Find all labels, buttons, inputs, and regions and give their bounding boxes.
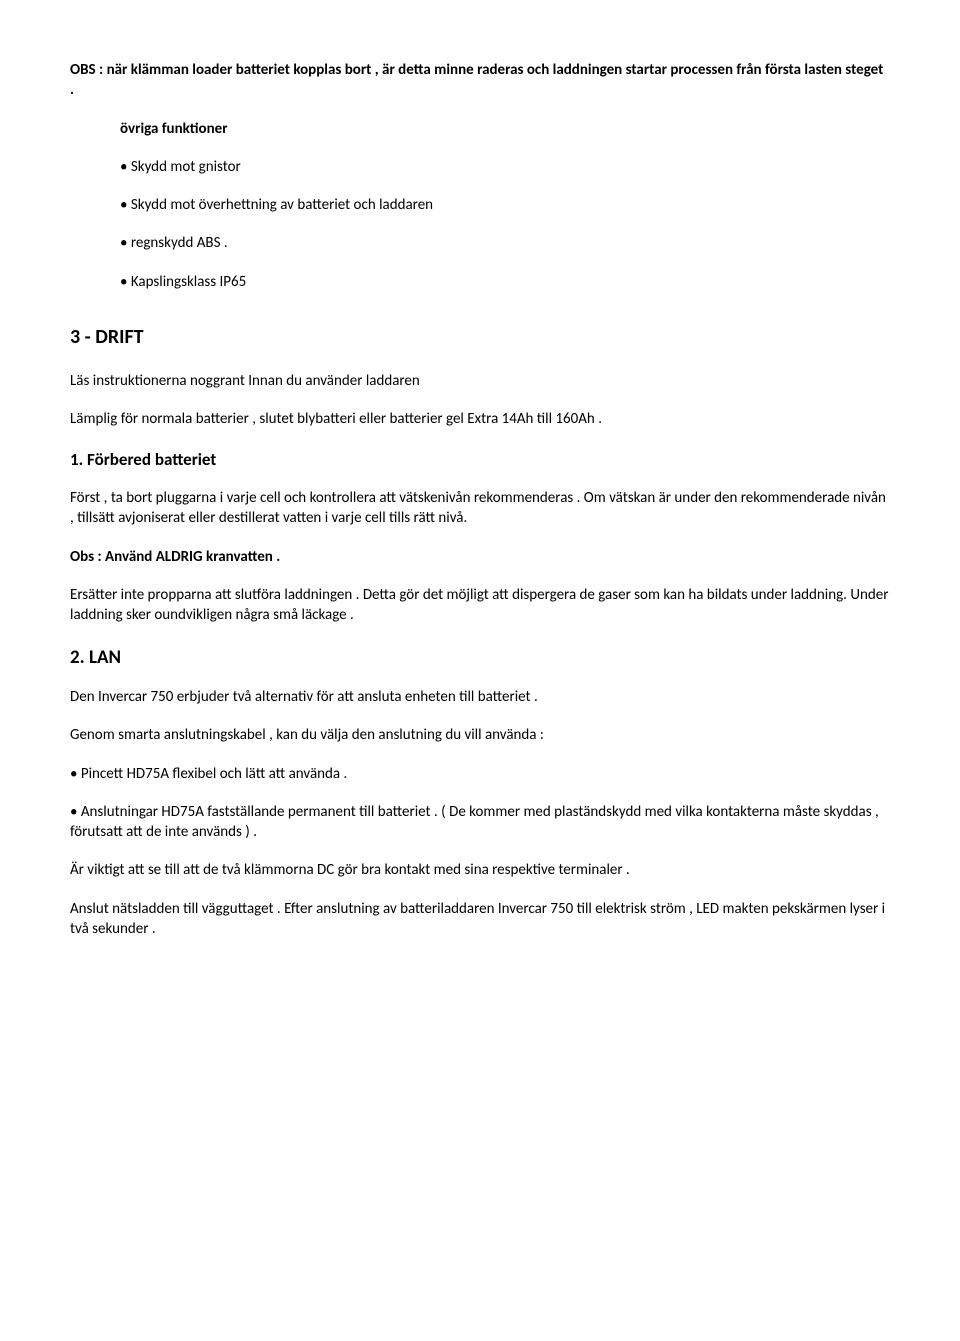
sub2-p2: Genom smarta anslutningskabel , kan du v… <box>70 725 890 745</box>
sub2-p1: Den Invercar 750 erbjuder två alternativ… <box>70 687 890 707</box>
sub2-b1: • Pincett HD75A flexibel och lätt att an… <box>70 764 890 784</box>
sub1-p1: Först , ta bort pluggarna i varje cell o… <box>70 488 890 529</box>
sub1-p3: Ersätter inte propparna att slutföra lad… <box>70 585 890 626</box>
bullet-spark: • Skydd mot gnistor <box>120 157 890 177</box>
sub2-p3: Är viktigt att se till att de två klämmo… <box>70 860 890 880</box>
bullet-ip65: • Kapslingsklass IP65 <box>120 272 890 292</box>
sub2-p4: Anslut nätsladden till vägguttaget . Eft… <box>70 899 890 940</box>
sub1-title: 1. Förbered batteriet <box>70 449 890 472</box>
bullet-overheat: • Skydd mot överhettning av batteriet oc… <box>120 195 890 215</box>
drift-p2: Lämplig för normala batterier , slutet b… <box>70 409 890 429</box>
sub2-b2: • Anslutningar HD75A fastställande perma… <box>70 802 890 843</box>
bullet-abs: • regnskydd ABS . <box>120 233 890 253</box>
section-drift-title: 3 - DRIFT <box>70 324 890 351</box>
sub2-p4a: Anslut nätsladden till vägguttaget . <box>70 900 284 918</box>
sub2-title: 2. LAN <box>70 645 890 671</box>
other-functions-title: övriga funktioner <box>120 119 890 139</box>
other-functions-block: övriga funktioner • Skydd mot gnistor • … <box>120 119 890 292</box>
sub1-p3a: Ersätter inte propparna att slutföra lad… <box>70 586 850 604</box>
drift-p1: Läs instruktionerna noggrant Innan du an… <box>70 371 890 391</box>
intro-note: OBS : när klämman loader batteriet koppl… <box>70 60 890 101</box>
sub1-p2: Obs : Använd ALDRIG kranvatten . <box>70 547 890 567</box>
